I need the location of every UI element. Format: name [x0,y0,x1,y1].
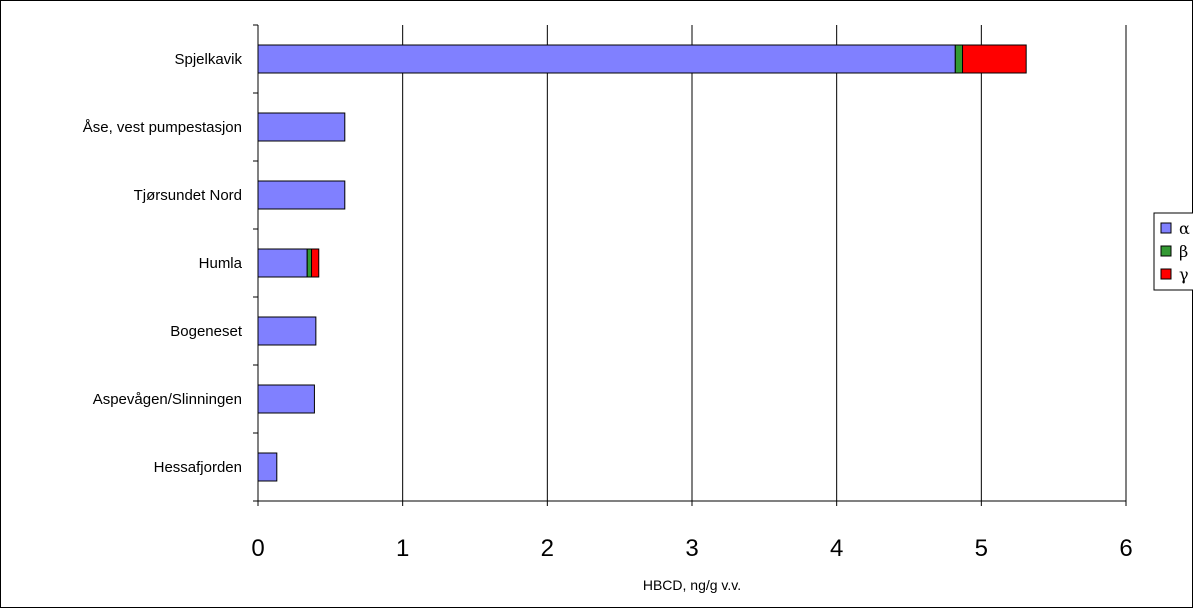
gridlines [402,25,1127,501]
bar-segment [257,384,315,414]
bar-segment [257,316,317,346]
x-tick-label: 0 [251,535,264,562]
x-tick-label: 6 [1119,535,1132,562]
bar-segment [257,248,308,278]
bar-segment [306,248,313,278]
bar-segment [257,44,956,74]
x-axis-title: HBCD, ng/g v.v. [643,577,741,593]
bar-segment [962,44,1027,74]
category-label: Bogeneset [170,323,243,340]
bar-segment [311,248,320,278]
x-tick-label: 3 [685,535,698,562]
axes [253,24,1127,506]
x-tick-label: 1 [396,535,409,562]
x-tick-labels: 0 1 2 3 4 5 6 [251,535,1132,562]
category-label: Tjørsundet Nord [134,187,242,204]
category-label: Spjelkavik [174,51,242,68]
category-label: Åse, vest pumpestasjon [83,119,242,136]
bar-segment [257,452,278,482]
bars [257,44,1027,482]
bar-segment [954,44,964,74]
x-tick-label: 2 [541,535,554,562]
legend-swatch [1160,268,1172,280]
x-tick-label: 4 [830,535,843,562]
category-label: Humla [199,255,243,272]
bar-segment [257,112,346,142]
legend-label: α [1179,219,1190,238]
x-tick-label: 5 [975,535,988,562]
category-label: Aspevågen/Slinningen [93,391,242,408]
category-label: Hessafjorden [154,459,242,476]
legend-label: γ [1179,265,1189,284]
legend-swatch [1160,245,1172,257]
legend: αβγ [1153,212,1193,291]
legend-label: β [1179,242,1188,261]
bar-segment [257,180,346,210]
category-labels: Spjelkavik Åse, vest pumpestasjon Tjørsund… [83,51,243,476]
legend-swatch [1160,222,1172,234]
